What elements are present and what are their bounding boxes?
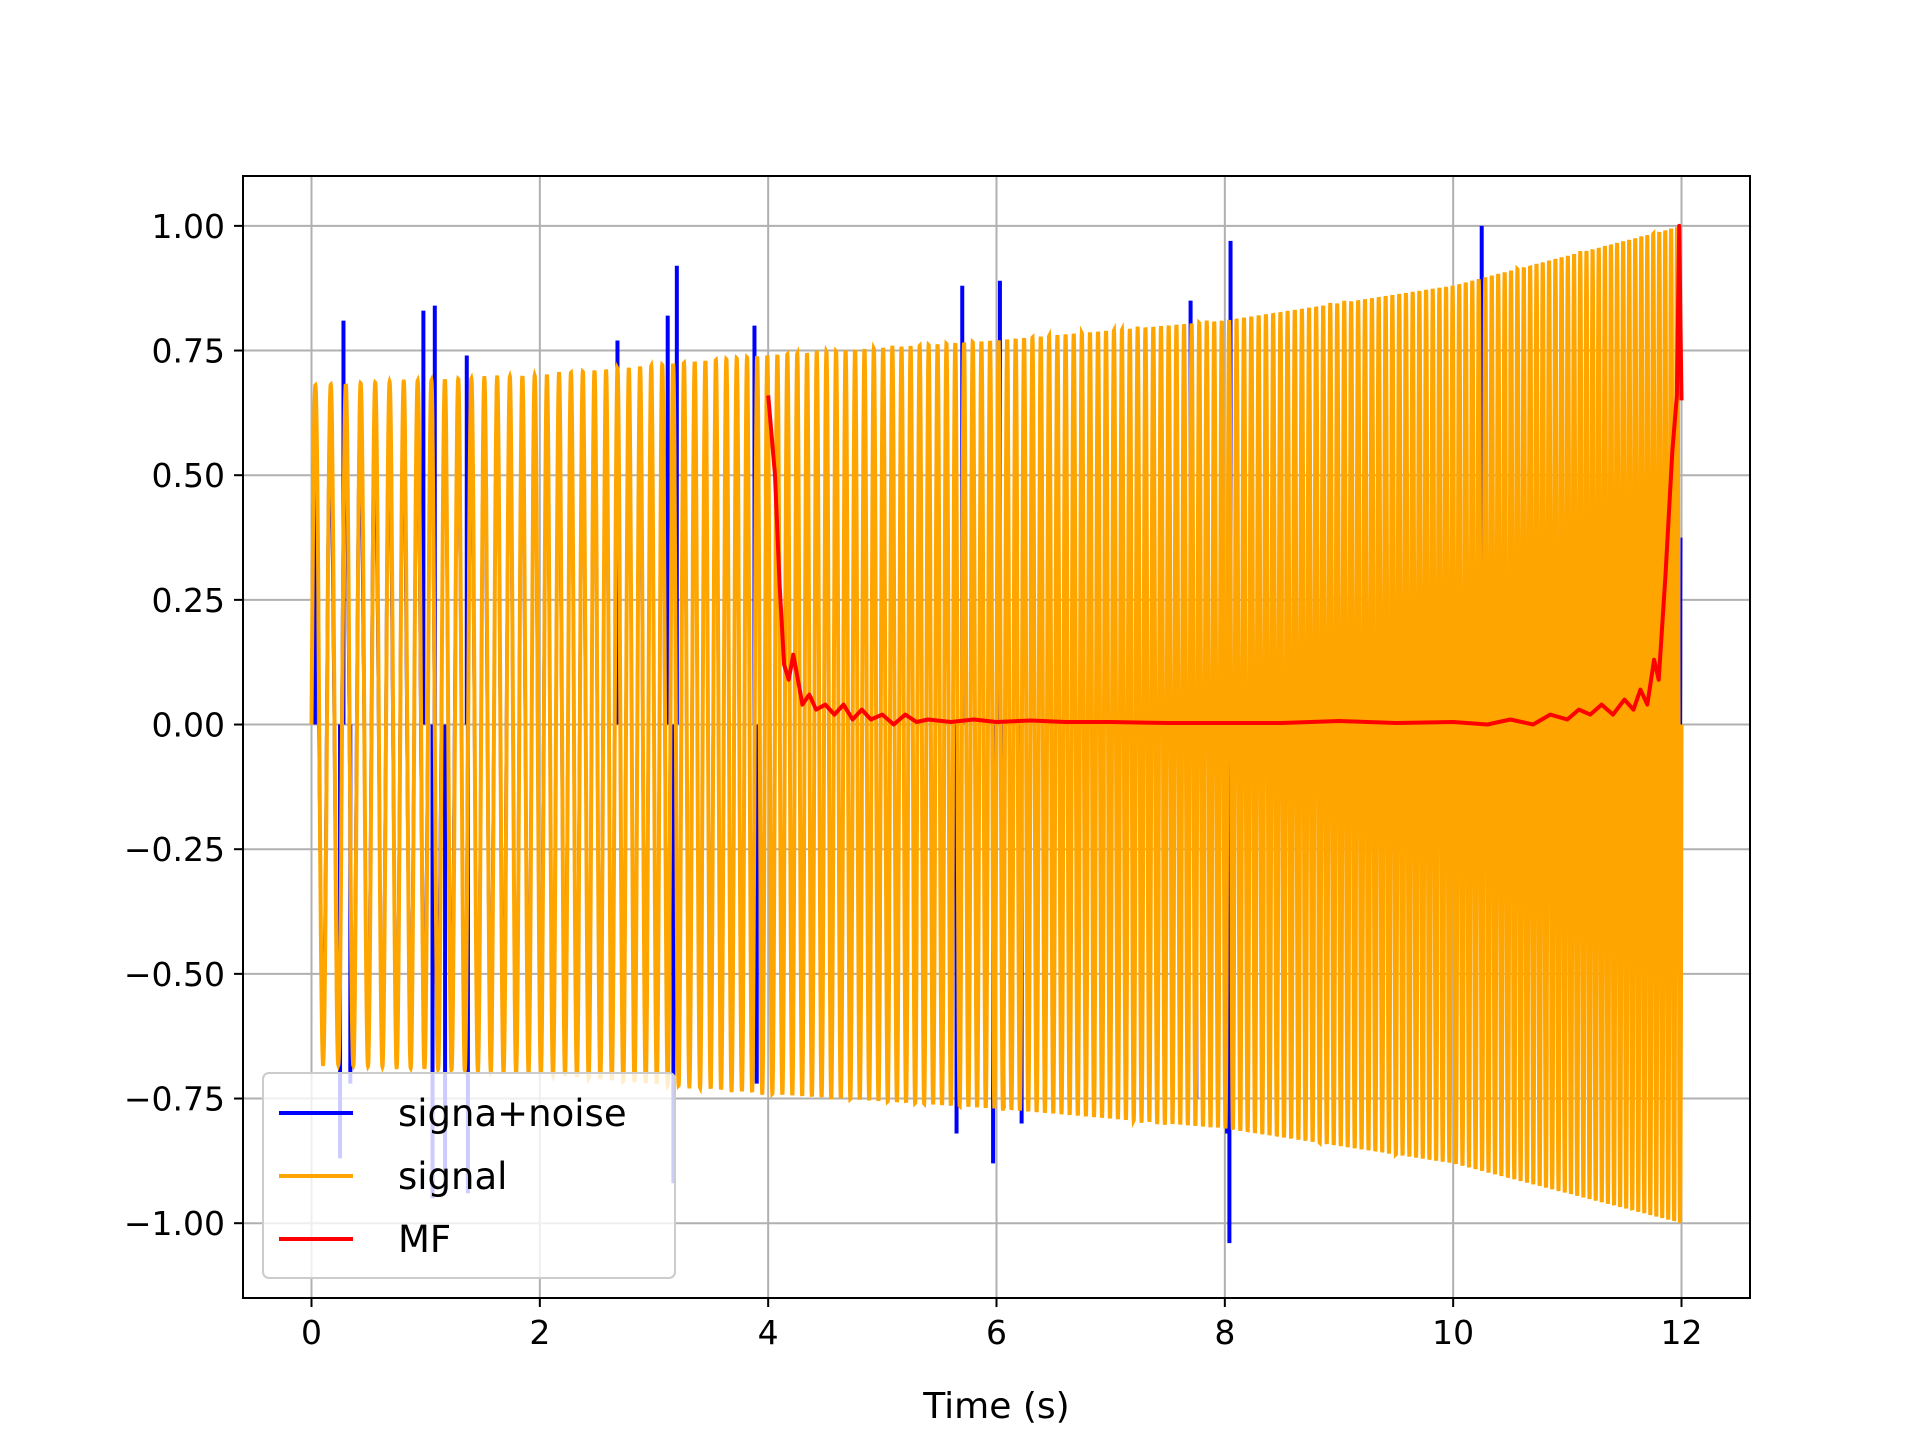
legend-label: signa+noise bbox=[398, 1092, 627, 1135]
legend-box bbox=[262, 1072, 676, 1279]
y-axis-ticks: 1.00 0.75 0.50 0.25 0.00 −0.25 −0.50 −0.75 −1.00 bbox=[124, 207, 243, 1243]
x-axis-ticks: 0 2 4 6 8 10 12 bbox=[301, 1298, 1703, 1352]
y-tick-label: 0.50 bbox=[152, 456, 225, 495]
legend-label: MF bbox=[398, 1218, 451, 1261]
y-tick-label: 1.00 bbox=[152, 207, 225, 246]
x-tick-label: 4 bbox=[758, 1313, 779, 1352]
legend-label: signal bbox=[398, 1155, 507, 1198]
y-tick-label: −0.50 bbox=[124, 955, 225, 994]
x-axis-label: Time (s) bbox=[922, 1386, 1069, 1427]
y-tick-label: 0.25 bbox=[152, 581, 225, 620]
y-tick-label: −0.25 bbox=[124, 830, 225, 869]
x-tick-label: 0 bbox=[301, 1313, 322, 1352]
x-tick-label: 6 bbox=[986, 1313, 1007, 1352]
series-line-mf bbox=[766, 223, 1684, 727]
x-tick-label: 2 bbox=[529, 1313, 550, 1352]
legend: signa+noise signal MF bbox=[262, 1072, 676, 1279]
y-tick-label: −0.75 bbox=[124, 1080, 225, 1119]
x-tick-label: 8 bbox=[1214, 1313, 1235, 1352]
y-tick-label: −1.00 bbox=[124, 1204, 225, 1243]
y-tick-label: 0.75 bbox=[152, 332, 225, 371]
y-tick-label: 0.00 bbox=[152, 706, 225, 745]
x-tick-label: 12 bbox=[1661, 1313, 1703, 1352]
x-tick-label: 10 bbox=[1432, 1313, 1474, 1352]
series-line-signal bbox=[309, 227, 1684, 1223]
